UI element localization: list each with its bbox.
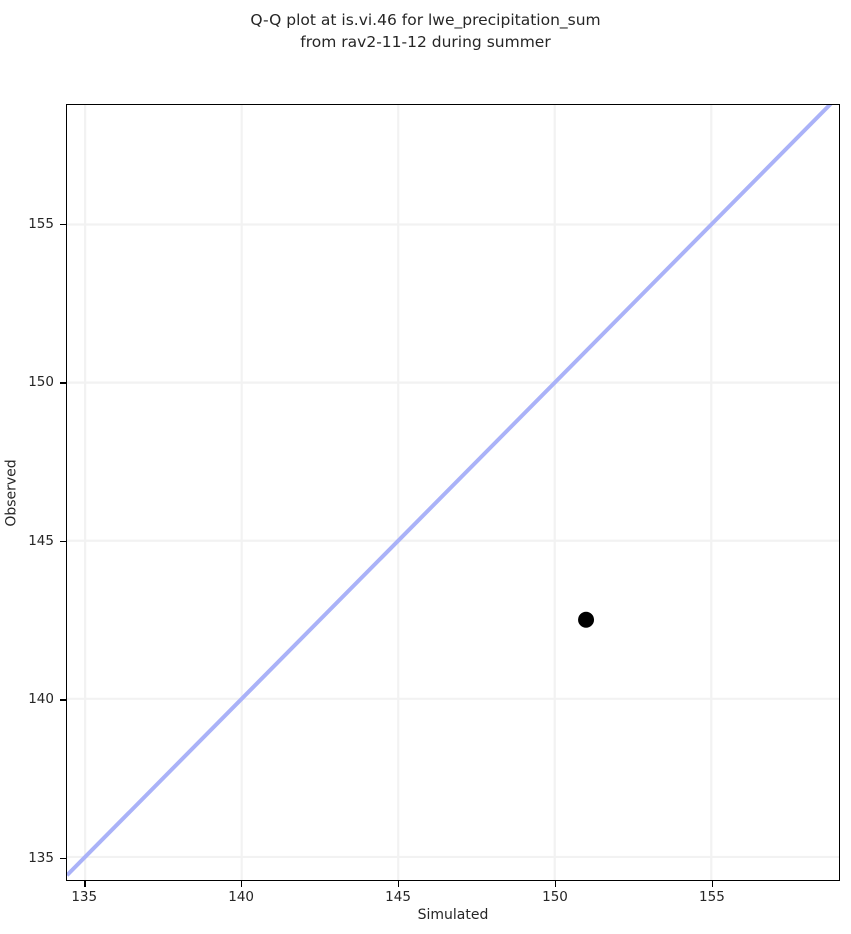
plot-canvas	[67, 105, 839, 880]
y-tick-mark	[60, 223, 66, 226]
x-axis-label: Simulated	[417, 907, 489, 923]
x-tick-label: 140	[228, 889, 255, 905]
reference-line-group	[67, 105, 833, 877]
y-tick-mark	[60, 857, 66, 860]
x-tick-label: 145	[385, 889, 411, 905]
y-tick-mark	[60, 382, 66, 384]
x-tick-mark	[241, 881, 243, 887]
y-tick-mark	[60, 699, 66, 701]
data-points-group	[578, 611, 595, 628]
y-tick-label: 135	[28, 849, 54, 866]
y-tick-label: 140	[28, 691, 54, 708]
x-tick-mark	[84, 881, 86, 887]
x-tick-mark	[711, 881, 714, 887]
y-axis-label-text: Observed	[4, 458, 21, 527]
y-tick-label: 155	[28, 215, 54, 232]
plot-axes-area	[66, 104, 840, 881]
x-tick-label: 150	[542, 889, 568, 905]
x-tick-label: 135	[71, 889, 98, 905]
reference-line	[67, 105, 833, 877]
x-tick-mark	[555, 881, 557, 887]
chart-title: Q-Q plot at is.vi.46 for lwe_precipitati…	[250, 11, 601, 51]
gridlines-group	[67, 105, 839, 880]
y-tick-label: 145	[28, 532, 54, 549]
y-tick-label: 150	[28, 374, 54, 391]
data-point-marker	[578, 611, 595, 628]
y-axis-label: Observed	[0, 104, 24, 881]
x-tick-label: 155	[699, 889, 725, 905]
x-tick-mark	[398, 881, 400, 887]
y-tick-mark	[60, 540, 66, 543]
